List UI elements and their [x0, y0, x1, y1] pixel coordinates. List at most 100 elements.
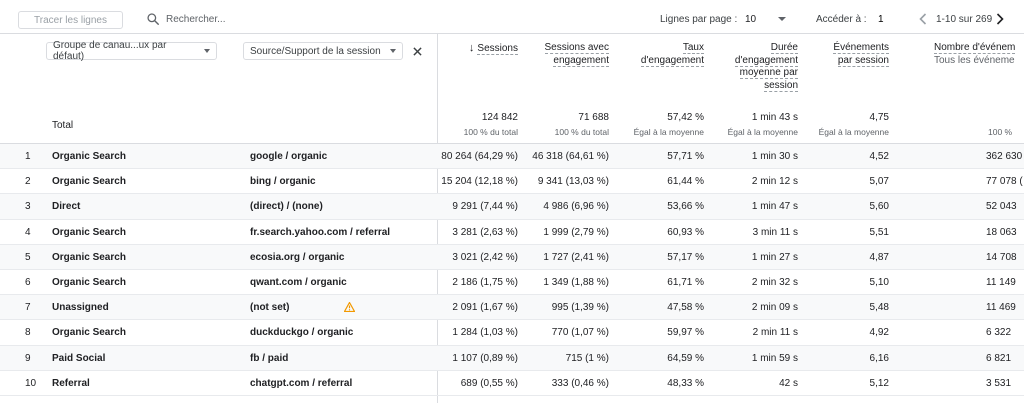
cell-event-count: 11 149 — [986, 276, 1016, 288]
table-row[interactable]: 9 Paid Social fb / paid 1 107 (0,89 %) 715 (… — [0, 345, 1024, 371]
table-row[interactable]: 2 Organic Search bing / organic 15 204 (12,… — [0, 169, 1024, 195]
cell-engagement-rate: 48,33 % — [667, 377, 704, 389]
table-row[interactable]: 4 Organic Search fr.search.yahoo.com / ref… — [0, 220, 1024, 245]
row-index: 3 — [25, 201, 31, 213]
cell-event-count: 18 063 — [986, 226, 1017, 238]
table-row[interactable]: 7 Unassigned (not set) 2 091 (1,67 %) 995 (1… — [0, 295, 1024, 321]
cell-avg-duration: 2 min 09 s — [751, 302, 798, 314]
cell-events-per-session: 4,87 — [869, 251, 889, 263]
cell-engaged-sessions: 1 727 (2,41 %) — [543, 251, 609, 263]
cell-avg-duration: 2 min 12 s — [751, 176, 798, 188]
cell-engagement-rate: 47,58 % — [667, 302, 704, 314]
rows-per-page-select[interactable]: 10 — [745, 10, 790, 28]
previous-page-button[interactable] — [916, 11, 930, 27]
cell-event-count: 6 322 — [986, 327, 1012, 339]
cell-avg-duration: 42 s — [779, 377, 798, 389]
cell-avg-duration: 1 min 30 s — [751, 151, 798, 162]
row-index: 2 — [25, 176, 31, 188]
search-input[interactable] — [166, 12, 466, 26]
total-sessions-sub: 100 % du total — [463, 127, 518, 137]
cell-sessions: 80 264 (64,29 %) — [441, 151, 518, 162]
secondary-dimension-label: Source/Support de la session — [250, 45, 381, 57]
cell-source-medium: duckduckgo / organic — [250, 327, 354, 339]
next-page-button[interactable] — [993, 11, 1007, 27]
row-index: 5 — [25, 251, 31, 263]
column-header-events-per-session[interactable]: Événements par session — [833, 42, 889, 67]
row-index: 4 — [25, 226, 31, 238]
cell-event-count: 3 531 — [986, 377, 1012, 389]
cell-sessions: 3 281 (2,63 %) — [452, 226, 518, 238]
cell-engaged-sessions: 995 (1,39 %) — [551, 302, 609, 314]
row-index: 1 — [25, 151, 31, 162]
column-header-sessions[interactable]: ↓ Sessions — [468, 42, 518, 55]
row-index: 6 — [25, 276, 31, 288]
cell-source-medium: ecosia.org / organic — [250, 251, 345, 263]
total-engagement-rate: 57,42 % — [667, 112, 704, 123]
cell-avg-duration: 1 min 47 s — [751, 201, 798, 213]
cell-sessions: 1 284 (1,03 %) — [452, 327, 518, 339]
table-body: 1 Organic Search google / organic 80 264 (6… — [0, 144, 1024, 396]
primary-dimension-select[interactable]: Groupe de canau...ux par défaut) — [46, 40, 217, 62]
table-row[interactable]: 5 Organic Search ecosia.org / organic 3 021… — [0, 244, 1024, 270]
cell-event-count: 11 469 — [986, 302, 1016, 314]
cell-events-per-session: 4,52 — [869, 151, 889, 162]
rows-per-page-value: 10 — [745, 13, 757, 25]
cell-channel-group: Referral — [52, 377, 90, 389]
cell-engaged-sessions: 4 986 (6,96 %) — [543, 201, 609, 213]
cell-sessions: 689 (0,55 %) — [460, 377, 518, 389]
cell-engaged-sessions: 9 341 (13,03 %) — [537, 176, 609, 188]
cell-events-per-session: 5,07 — [869, 176, 889, 188]
cell-engagement-rate: 61,71 % — [667, 276, 704, 288]
page-range-label: 1-10 sur 269 — [936, 14, 993, 25]
cell-channel-group: Organic Search — [52, 251, 126, 263]
table-toolbar: Tracer les lignes Lignes par page : 10 A… — [0, 0, 1024, 34]
table-row[interactable]: 6 Organic Search qwant.com / organic 2 186 … — [0, 270, 1024, 296]
column-header-engagement-rate[interactable]: Taux d'engagement — [640, 42, 704, 67]
secondary-dimension-select[interactable]: Source/Support de la session — [243, 42, 403, 60]
total-events-per-session-sub: Égal à la moyenne — [818, 127, 889, 137]
cell-channel-group: Organic Search — [52, 176, 126, 188]
cell-source-medium: chatgpt.com / referral — [250, 377, 353, 389]
cell-engaged-sessions: 715 (1 %) — [565, 352, 609, 364]
total-avg-duration-sub: Égal à la moyenne — [727, 127, 798, 137]
cell-avg-duration: 3 min 11 s — [752, 226, 798, 238]
total-events-per-session: 4,75 — [869, 112, 889, 123]
chevron-down-icon — [390, 49, 396, 53]
cell-engagement-rate: 57,71 % — [667, 151, 704, 162]
cell-event-count: 77 078 ( — [986, 176, 1023, 188]
total-engaged-sessions-sub: 100 % du total — [554, 127, 609, 137]
cell-channel-group: Organic Search — [52, 276, 126, 288]
column-header-event-count[interactable]: Nombre d'événem Tous les événeme — [934, 42, 1016, 66]
cell-engagement-rate: 57,17 % — [667, 251, 704, 263]
search-icon — [147, 13, 159, 25]
plot-rows-label: Tracer les lignes — [34, 14, 107, 26]
cell-source-medium: (not set) — [250, 302, 290, 314]
cell-event-count: 362 630 — [986, 151, 1023, 162]
table-row[interactable]: 8 Organic Search duckduckgo / organic 1 284… — [0, 320, 1024, 346]
cell-engagement-rate: 60,93 % — [667, 226, 704, 238]
cell-engagement-rate: 64,59 % — [667, 352, 704, 364]
plot-rows-button[interactable]: Tracer les lignes — [18, 11, 123, 29]
table-header: Groupe de canau...ux par défaut) Source/… — [0, 34, 1024, 144]
table-row[interactable]: 1 Organic Search google / organic 80 264 (6… — [0, 144, 1024, 170]
column-header-engaged-sessions[interactable]: Sessions avec engagement — [544, 42, 609, 67]
column-header-avg-engagement-duration[interactable]: Durée d'engagement moyenne par session — [734, 42, 798, 92]
table-row[interactable]: 3 Direct (direct) / (none) 9 291 (7,44 %) 4 … — [0, 194, 1024, 220]
cell-avg-duration: 2 min 32 s — [751, 276, 798, 288]
total-engagement-rate-sub: Égal à la moyenne — [633, 127, 704, 137]
cell-avg-duration: 2 min 11 s — [752, 327, 798, 339]
row-index: 8 — [25, 327, 31, 339]
warning-icon[interactable] — [344, 302, 355, 313]
table-row[interactable]: 10 Referral chatgpt.com / referral 689 (0,5… — [0, 371, 1024, 396]
cell-channel-group: Unassigned — [52, 302, 109, 314]
cell-engagement-rate: 59,97 % — [667, 327, 704, 339]
goto-page-input[interactable] — [878, 12, 903, 26]
cell-events-per-session: 5,10 — [869, 276, 889, 288]
cell-engagement-rate: 53,66 % — [667, 201, 704, 213]
row-index: 10 — [25, 377, 37, 389]
remove-secondary-dimension-button[interactable] — [410, 44, 424, 58]
cell-engaged-sessions: 770 (1,07 %) — [551, 327, 609, 339]
cell-events-per-session: 6,16 — [869, 352, 889, 364]
cell-source-medium: (direct) / (none) — [250, 201, 323, 213]
cell-engaged-sessions: 1 999 (2,79 %) — [543, 226, 609, 238]
